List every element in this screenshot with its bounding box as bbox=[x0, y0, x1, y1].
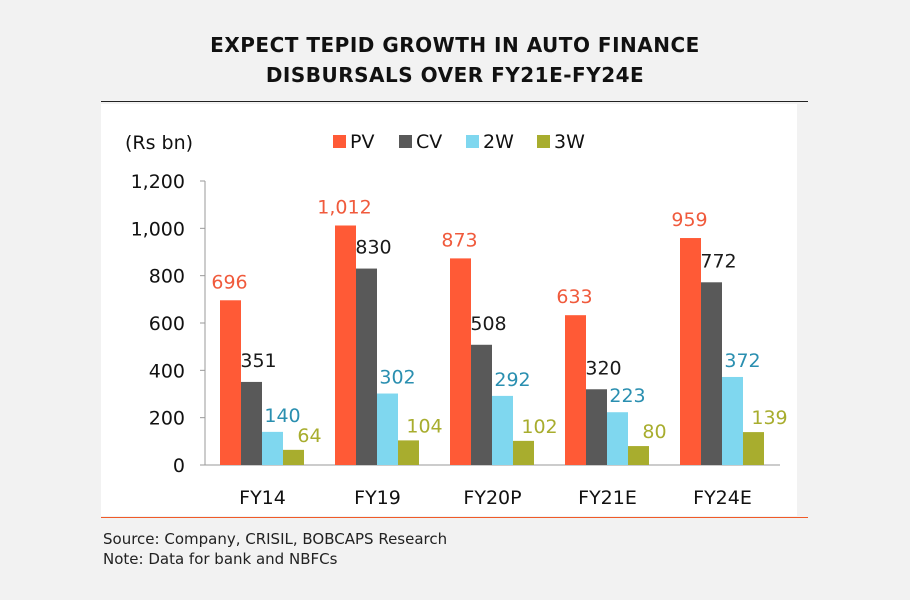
legend-label-pv: PV bbox=[350, 131, 374, 153]
data-label-3w: 139 bbox=[751, 407, 787, 429]
legend-swatch-2w bbox=[466, 135, 479, 148]
data-label-2w: 302 bbox=[379, 367, 415, 389]
data-label-3w: 102 bbox=[521, 416, 557, 438]
legend-label-2w: 2W bbox=[483, 131, 514, 153]
bar-2w bbox=[607, 412, 628, 465]
y-tick-label: 200 bbox=[149, 408, 185, 430]
legend-label-3w: 3W bbox=[554, 131, 585, 153]
data-label-pv: 959 bbox=[671, 209, 707, 231]
data-label-2w: 140 bbox=[264, 405, 300, 427]
legend-swatch-cv bbox=[399, 135, 412, 148]
data-label-3w: 80 bbox=[642, 421, 666, 443]
y-tick-label: 1,000 bbox=[131, 218, 185, 240]
x-tick-label: FY20P bbox=[463, 487, 521, 509]
y-tick-label: 400 bbox=[149, 360, 185, 382]
bar-pv bbox=[335, 225, 356, 465]
x-tick-label: FY24E bbox=[693, 487, 752, 509]
chart-title-line-1: EXPECT TEPID GROWTH IN AUTO FINANCE bbox=[210, 33, 700, 57]
data-label-2w: 292 bbox=[494, 369, 530, 391]
source-note: Source: Company, CRISIL, BOBCAPS Researc… bbox=[103, 530, 448, 548]
y-tick-label: 1,200 bbox=[131, 171, 185, 193]
data-note: Note: Data for bank and NBFCs bbox=[103, 550, 338, 568]
y-tick-label: 800 bbox=[149, 266, 185, 288]
data-label-3w: 64 bbox=[297, 425, 321, 447]
bar-pv bbox=[680, 238, 701, 465]
data-label-2w: 372 bbox=[724, 350, 760, 372]
footer-divider bbox=[101, 517, 808, 518]
bar-3w bbox=[628, 446, 649, 465]
x-tick-label: FY14 bbox=[239, 487, 286, 509]
y-unit-label: (Rs bn) bbox=[125, 132, 193, 154]
legend-swatch-pv bbox=[333, 135, 346, 148]
bar-2w bbox=[492, 395, 513, 465]
bar-cv bbox=[356, 268, 377, 465]
bar-2w bbox=[377, 393, 398, 465]
title-divider bbox=[101, 101, 808, 102]
y-tick-label: 0 bbox=[173, 455, 185, 477]
bar-pv bbox=[450, 258, 471, 465]
y-tick-label: 600 bbox=[149, 313, 185, 335]
bar-pv bbox=[565, 315, 586, 465]
bar-3w bbox=[398, 440, 419, 465]
chart-title: EXPECT TEPID GROWTH IN AUTO FINANCE DISB… bbox=[0, 30, 910, 90]
bar-3w bbox=[743, 432, 764, 465]
bar-3w bbox=[283, 449, 304, 465]
data-label-2w: 223 bbox=[609, 385, 645, 407]
legend-label-cv: CV bbox=[416, 131, 442, 153]
bar-3w bbox=[513, 440, 534, 465]
data-label-pv: 696 bbox=[211, 271, 247, 293]
data-label-cv: 351 bbox=[240, 350, 276, 372]
bar-cv bbox=[586, 389, 607, 465]
bar-cv bbox=[471, 344, 492, 465]
x-tick-label: FY21E bbox=[578, 487, 637, 509]
bar-cv bbox=[701, 282, 722, 465]
legend-swatch-3w bbox=[537, 135, 550, 148]
bar-2w bbox=[722, 376, 743, 465]
data-label-3w: 104 bbox=[406, 415, 442, 437]
data-label-pv: 1,012 bbox=[317, 196, 371, 218]
bar-2w bbox=[262, 431, 283, 465]
data-label-pv: 633 bbox=[556, 286, 592, 308]
bar-cv bbox=[241, 381, 262, 465]
x-tick-label: FY19 bbox=[354, 487, 401, 509]
data-label-cv: 830 bbox=[355, 237, 391, 259]
bar-pv bbox=[220, 300, 241, 465]
chart-title-line-2: DISBURSALS OVER FY21E-FY24E bbox=[265, 63, 645, 87]
data-label-cv: 320 bbox=[585, 357, 621, 379]
data-label-pv: 873 bbox=[441, 229, 477, 251]
data-label-cv: 772 bbox=[700, 250, 736, 272]
data-label-cv: 508 bbox=[470, 313, 506, 335]
